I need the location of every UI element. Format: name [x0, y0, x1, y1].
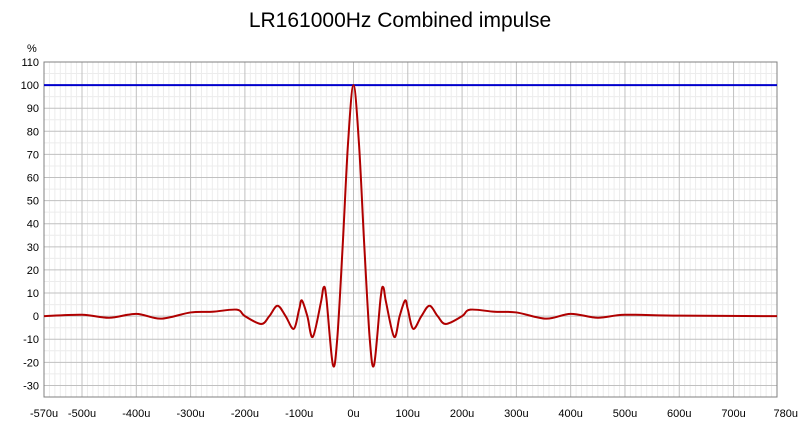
y-tick-label: 90: [27, 103, 39, 115]
x-tick-label: -400u: [122, 408, 150, 420]
x-tick-label: 200u: [450, 408, 474, 420]
chart-title: LR161000Hz Combined impulse: [248, 9, 552, 32]
x-tick-label: 600u: [667, 408, 691, 420]
x-tick-label: 400u: [558, 408, 582, 420]
series-layer: [43, 84, 778, 368]
y-tick-label: 50: [27, 196, 39, 208]
y-tick-label: 80: [27, 126, 39, 138]
x-tick-label: -300u: [177, 408, 205, 420]
y-tick-label: 30: [27, 242, 39, 254]
x-tick-label: 0u: [347, 408, 359, 420]
x-tick-label: -570u: [30, 408, 58, 420]
major-grid: [44, 61, 777, 397]
y-tick-label: 40: [27, 219, 39, 231]
minor-grid: [43, 62, 778, 398]
y-tick-label: -20: [23, 357, 39, 369]
y-tick-label: 10: [27, 288, 39, 300]
x-tick-label: -100u: [285, 408, 313, 420]
impulse-series-line: [43, 84, 778, 368]
y-tick-label: 20: [27, 265, 39, 277]
y-tick-label: 70: [27, 149, 39, 161]
x-tick-labels: -570u -500u -400u -300u -200u -100u 0u 100u 200u…: [30, 408, 798, 420]
x-tick-label: 780u: [774, 408, 798, 420]
y-tick-label: 0: [33, 311, 39, 323]
x-tick-label: 300u: [504, 408, 528, 420]
plot-frame: [43, 61, 778, 398]
y-tick-label: -10: [23, 334, 39, 346]
y-tick-label: 60: [27, 173, 39, 185]
x-tick-label: 100u: [396, 408, 420, 420]
y-axis-unit-label: %: [27, 43, 37, 55]
x-tick-label: 500u: [613, 408, 637, 420]
x-tick-label: 700u: [721, 408, 745, 420]
y-tick-label: -30: [23, 380, 39, 392]
y-tick-label: 100: [21, 80, 39, 92]
x-tick-label: -200u: [231, 408, 259, 420]
y-tick-label: 110: [21, 57, 39, 69]
x-tick-label: -500u: [68, 408, 96, 420]
